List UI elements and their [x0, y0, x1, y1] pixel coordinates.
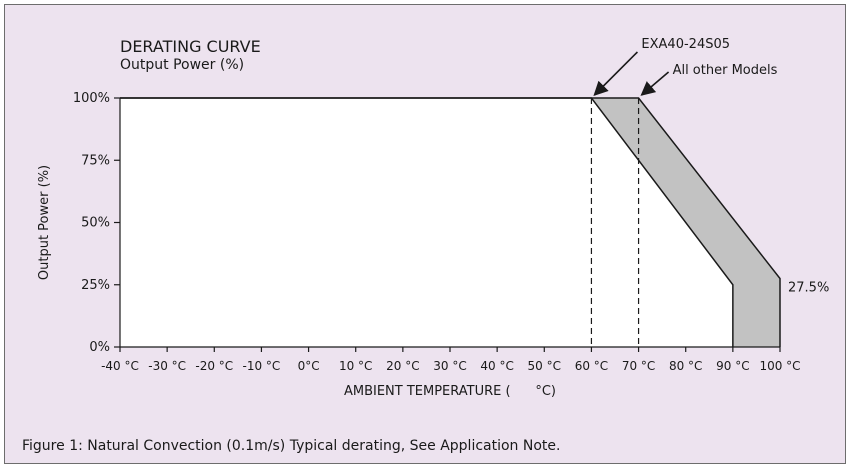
y-tick-label-75: 75% [81, 153, 110, 168]
x-tick-label-40: 40 °C [480, 359, 513, 373]
x-tick-label-50: 50 °C [528, 359, 561, 373]
x-tick-label-60: 60 °C [575, 359, 608, 373]
arrow-exa40-24s05 [593, 51, 638, 97]
y-ticks: 0% 25% 50% 75% 100% [73, 91, 120, 355]
x-tick-label-0: 0°C [298, 359, 320, 373]
x-tick-label-100: 100 °C [759, 359, 800, 373]
y-axis-label: Output Power (%) [37, 165, 52, 280]
chart-title: DERATING CURVE [120, 37, 261, 56]
annotation-all-other-models: All other Models [673, 63, 778, 78]
x-tick-label-70: 70 °C [622, 359, 655, 373]
series-line-all-other-models [120, 97, 781, 347]
plot-area-slope [591, 98, 733, 347]
x-tick-label-90: 90 °C [716, 359, 749, 373]
x-tick-label-30: 30 °C [433, 359, 466, 373]
x-tick-label-20: -20 °C [195, 359, 233, 373]
y-tick-label-0: 0% [89, 340, 110, 355]
x-tick-label-80: 80 °C [669, 359, 702, 373]
plot-area [120, 98, 592, 347]
y-tick-label-100: 100% [73, 91, 110, 106]
y-tick-label-50: 50% [81, 216, 110, 231]
figure-caption: Figure 1: Natural Convection (0.1m/s) Ty… [22, 438, 560, 454]
x-tick-label-20: 20 °C [386, 359, 419, 373]
x-tick-label-40: -40 °C [101, 359, 139, 373]
annotation-exa40-24s05: EXA40-24S05 [641, 37, 730, 52]
x-axis-label: AMBIENT TEMPERATURE ( °C) [344, 384, 556, 399]
x-tick-label-10: 10 °C [339, 359, 372, 373]
chart-subtitle: Output Power (%) [120, 57, 244, 73]
x-tick-label-10: -10 °C [243, 359, 281, 373]
x-ticks: -40 °C -30 °C -20 °C -10 °C 0°C 10 °C 20 °C 30 … [101, 347, 801, 373]
annotation-end-value: 27.5% [788, 281, 829, 296]
y-tick-label-25: 25% [81, 278, 110, 293]
arrow-all-other-models [640, 71, 670, 96]
x-tick-label-30: -30 °C [148, 359, 186, 373]
